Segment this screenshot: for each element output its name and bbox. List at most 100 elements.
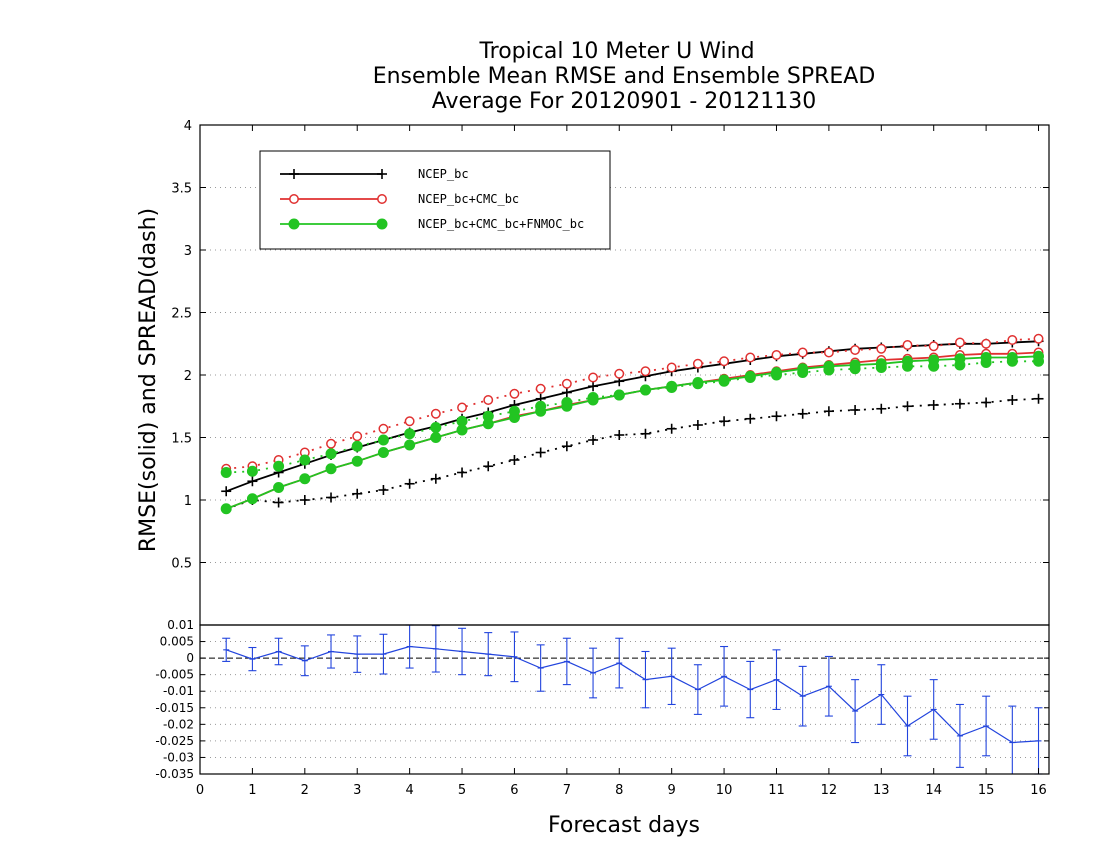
plus-marker bbox=[640, 428, 651, 439]
y-tick-label: -0.03 bbox=[163, 750, 194, 764]
error-bar bbox=[772, 649, 781, 710]
y-tick-label: -0.035 bbox=[155, 767, 194, 781]
plus-marker bbox=[614, 430, 625, 440]
x-tick-label: 5 bbox=[458, 783, 466, 798]
difference-series bbox=[222, 624, 1043, 775]
circle-marker bbox=[719, 356, 730, 367]
circle-marker bbox=[457, 402, 467, 413]
plus-marker bbox=[692, 420, 703, 430]
dot-marker bbox=[1033, 355, 1045, 367]
circle-marker bbox=[692, 358, 703, 369]
series-NCEP_bc+CMC_bc+FNMOC_bc-solid bbox=[220, 350, 1045, 515]
plus-marker bbox=[378, 485, 389, 495]
circle-marker bbox=[902, 340, 913, 350]
plus-marker bbox=[588, 435, 599, 445]
circle-marker bbox=[1007, 335, 1018, 345]
y-tick-label: 0 bbox=[186, 651, 194, 665]
plus-marker bbox=[823, 406, 834, 417]
dot-marker bbox=[430, 422, 442, 433]
error-bar bbox=[589, 647, 598, 699]
x-tick-label: 4 bbox=[405, 783, 413, 798]
dot-marker bbox=[376, 218, 388, 230]
dot-marker bbox=[377, 434, 389, 446]
plus-marker bbox=[535, 447, 546, 458]
plus-marker bbox=[928, 400, 939, 410]
error-bar bbox=[562, 637, 571, 686]
series-line bbox=[225, 340, 1039, 493]
dot-marker bbox=[561, 397, 573, 408]
y-tick-label: -0.015 bbox=[155, 701, 194, 715]
x-tick-label: 1 bbox=[248, 783, 256, 798]
dot-marker bbox=[404, 428, 416, 440]
plus-marker bbox=[771, 411, 782, 422]
x-tick-label: 7 bbox=[563, 783, 571, 798]
chart-title: Tropical 10 Meter U Wind Ensemble Mean R… bbox=[373, 39, 876, 114]
dot-marker bbox=[220, 503, 232, 515]
dot-marker bbox=[325, 448, 337, 460]
dot-marker bbox=[692, 378, 704, 390]
dot-marker bbox=[325, 463, 337, 475]
x-ticks: 0 1 2 3 4 5 6 7 8 9 10 11 12 13 14 15 16 bbox=[196, 125, 1047, 798]
y-tick-label: 0.005 bbox=[160, 635, 194, 649]
circle-marker bbox=[745, 352, 756, 363]
series-NCEP_bc+CMC_bc-solid bbox=[221, 347, 1044, 514]
error-bar bbox=[798, 665, 807, 727]
circle-marker bbox=[876, 343, 887, 354]
circle-marker bbox=[561, 378, 572, 389]
plus-marker bbox=[666, 423, 677, 434]
x-tick-label: 8 bbox=[615, 783, 623, 798]
circle-marker bbox=[666, 362, 677, 373]
circle-marker bbox=[1033, 333, 1044, 344]
dot-marker bbox=[288, 218, 300, 230]
series-line bbox=[225, 397, 1039, 510]
x-tick-label: 13 bbox=[873, 783, 890, 798]
error-bar bbox=[1034, 707, 1043, 775]
plus-marker bbox=[326, 492, 337, 503]
circle-marker bbox=[430, 408, 441, 419]
x-tick-label: 15 bbox=[978, 783, 995, 798]
dot-marker bbox=[823, 364, 835, 376]
plus-marker bbox=[273, 497, 284, 508]
dot-marker bbox=[954, 359, 966, 371]
dot-marker bbox=[797, 367, 809, 378]
error-bar bbox=[379, 633, 388, 675]
plus-marker bbox=[483, 461, 494, 472]
plus-marker bbox=[588, 381, 599, 392]
dot-marker bbox=[377, 447, 389, 458]
plus-marker bbox=[509, 455, 520, 465]
dot-marker bbox=[587, 392, 599, 403]
error-bar bbox=[955, 703, 964, 768]
title-line-3: Average For 20120901 - 20121130 bbox=[432, 89, 817, 114]
dot-marker bbox=[220, 467, 232, 478]
plus-marker bbox=[289, 169, 299, 179]
circle-marker bbox=[377, 194, 387, 204]
legend-label: NCEP_bc bbox=[418, 167, 469, 181]
circle-marker bbox=[588, 372, 599, 383]
dot-marker bbox=[273, 482, 285, 493]
plus-marker bbox=[561, 387, 572, 398]
lower-plot-frame bbox=[199, 624, 1050, 775]
error-bar bbox=[248, 646, 257, 672]
y-tick-label: -0.005 bbox=[155, 668, 194, 682]
error-bar bbox=[327, 634, 336, 669]
circle-marker bbox=[404, 416, 415, 427]
plus-marker bbox=[352, 488, 363, 499]
circle-marker bbox=[289, 194, 299, 204]
dot-marker bbox=[1006, 355, 1018, 367]
plus-marker bbox=[797, 408, 808, 419]
plus-marker bbox=[221, 486, 232, 497]
error-bar bbox=[222, 637, 231, 662]
y-tick-label: 2 bbox=[184, 369, 192, 384]
circle-marker bbox=[797, 347, 808, 358]
dot-marker bbox=[246, 493, 258, 505]
x-tick-label: 9 bbox=[668, 783, 676, 798]
dot-marker bbox=[928, 360, 940, 372]
circle-marker bbox=[771, 350, 782, 360]
y-tick-label: -0.02 bbox=[163, 717, 194, 731]
error-bar bbox=[903, 695, 912, 757]
dot-marker bbox=[404, 439, 416, 451]
series-NCEP_bc+CMC_bc+FNMOC_bc-dash bbox=[220, 355, 1045, 478]
series-line bbox=[225, 351, 1039, 510]
plus-marker bbox=[561, 441, 572, 452]
circle-marker bbox=[378, 423, 389, 434]
